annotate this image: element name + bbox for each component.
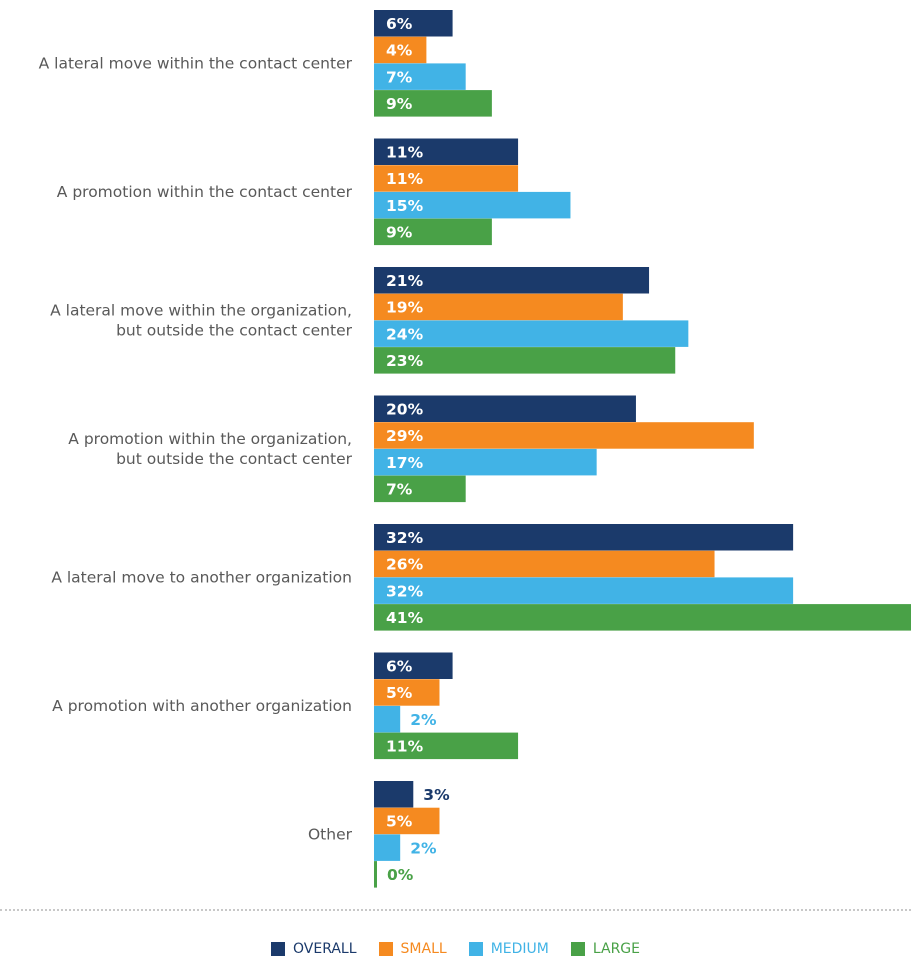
bar-overall [374, 524, 794, 551]
bar-medium [374, 577, 794, 604]
data-label: 0% [387, 866, 414, 884]
bar-large [374, 861, 377, 888]
legend-label: SMALL [400, 941, 447, 957]
bar-medium [374, 63, 466, 90]
data-label: 19% [386, 299, 424, 317]
bar-small [374, 422, 754, 449]
category-label: A promotion within the organization, but … [68, 430, 352, 468]
data-label: 11% [386, 144, 424, 162]
bar-medium [374, 320, 689, 347]
legend-item-medium: MEDIUM [468, 941, 549, 957]
category-label: A lateral move within the contact center [39, 54, 353, 72]
category-label-line: but outside the contact center [116, 450, 353, 468]
data-label: 6% [386, 15, 413, 33]
bar-overall [374, 395, 636, 422]
legend-item-small: SMALL [378, 941, 447, 957]
data-label: 7% [386, 68, 413, 86]
category-label-line: A lateral move to another organization [51, 568, 352, 586]
bar-small [374, 36, 427, 64]
bar-medium [374, 191, 571, 219]
category-group: A promotion within the contact center 11%… [57, 138, 571, 246]
data-label: 7% [386, 481, 413, 499]
bar-medium [374, 705, 401, 733]
data-label: 11% [386, 170, 424, 188]
data-label: 5% [386, 684, 413, 702]
legend-swatch [570, 942, 585, 956]
category-group: A lateral move to another organization 32… [51, 524, 911, 631]
legend-swatch [378, 942, 393, 956]
data-label: 9% [386, 95, 413, 113]
bar-small [374, 550, 715, 578]
bar-large [374, 604, 911, 631]
legend-swatch [271, 942, 285, 956]
legend-item-overall: OVERALL [271, 941, 357, 957]
category-label: A promotion within the contact center [57, 183, 353, 201]
data-label: 5% [386, 813, 413, 831]
data-label: 41% [386, 609, 424, 627]
data-label: 6% [386, 658, 413, 676]
bar-overall [374, 138, 519, 165]
legend-label: MEDIUM [490, 941, 549, 957]
bar-chart: A lateral move within the contact center… [39, 10, 911, 888]
bar-large [374, 90, 492, 117]
data-label: 32% [386, 582, 424, 600]
legend-label: LARGE [592, 941, 640, 957]
legend-item-large: LARGE [570, 941, 640, 957]
category-label-line: A lateral move within the contact center [39, 54, 353, 72]
data-label: 26% [386, 556, 424, 574]
category-label: A promotion with another organization [52, 697, 352, 715]
data-label: 24% [386, 325, 424, 343]
data-label: 29% [386, 427, 424, 445]
category-group: A promotion within the organization, but … [68, 395, 754, 503]
bar-small [374, 165, 519, 192]
category-group: A lateral move within the contact center… [39, 10, 492, 117]
bar-medium [374, 834, 401, 861]
legend-divider [0, 909, 911, 911]
data-label: 15% [386, 197, 424, 215]
bar-large [374, 347, 676, 374]
category-label-line: A lateral move within the organization, [50, 301, 352, 319]
category-label-line: A promotion within the organization, [68, 430, 352, 448]
bar-overall [374, 652, 453, 679]
category-group: A promotion with another organization 6% 5… [52, 652, 519, 760]
bar-large [374, 218, 492, 246]
bar-overall [374, 267, 650, 294]
data-label: 17% [386, 454, 424, 472]
category-label-line: Other [308, 825, 353, 843]
data-label: 23% [386, 352, 424, 370]
category-label-line: A promotion within the contact center [57, 183, 353, 201]
category-group: A lateral move within the organization, b… [50, 267, 689, 374]
data-label: 2% [410, 839, 437, 857]
category-label: A lateral move within the organization, b… [50, 301, 353, 339]
bar-medium [374, 448, 597, 476]
category-label: Other [308, 825, 353, 843]
bar-large [374, 475, 466, 503]
category-label-line: A promotion with another organization [52, 697, 352, 715]
data-label: 32% [386, 529, 424, 547]
bar-overall [374, 10, 453, 37]
bar-overall [374, 781, 414, 808]
legend: OVERALL SMALL MEDIUM LARGE [0, 941, 911, 957]
data-label: 20% [386, 401, 424, 419]
data-label: 3% [423, 786, 450, 804]
data-label: 4% [386, 42, 413, 60]
bar-small [374, 293, 623, 321]
data-label: 9% [386, 224, 413, 242]
bar-large [374, 732, 519, 760]
data-label: 2% [410, 711, 437, 729]
data-label: 21% [386, 272, 424, 290]
legend-swatch [468, 942, 483, 956]
data-label: 11% [386, 738, 424, 756]
category-label: A lateral move to another organization [51, 568, 352, 586]
bar-small [374, 807, 440, 835]
category-label-line: but outside the contact center [116, 321, 353, 339]
category-group: Other 3% 5% 2% 0% [308, 781, 450, 888]
legend-label: OVERALL [293, 941, 357, 957]
bar-small [374, 679, 440, 706]
